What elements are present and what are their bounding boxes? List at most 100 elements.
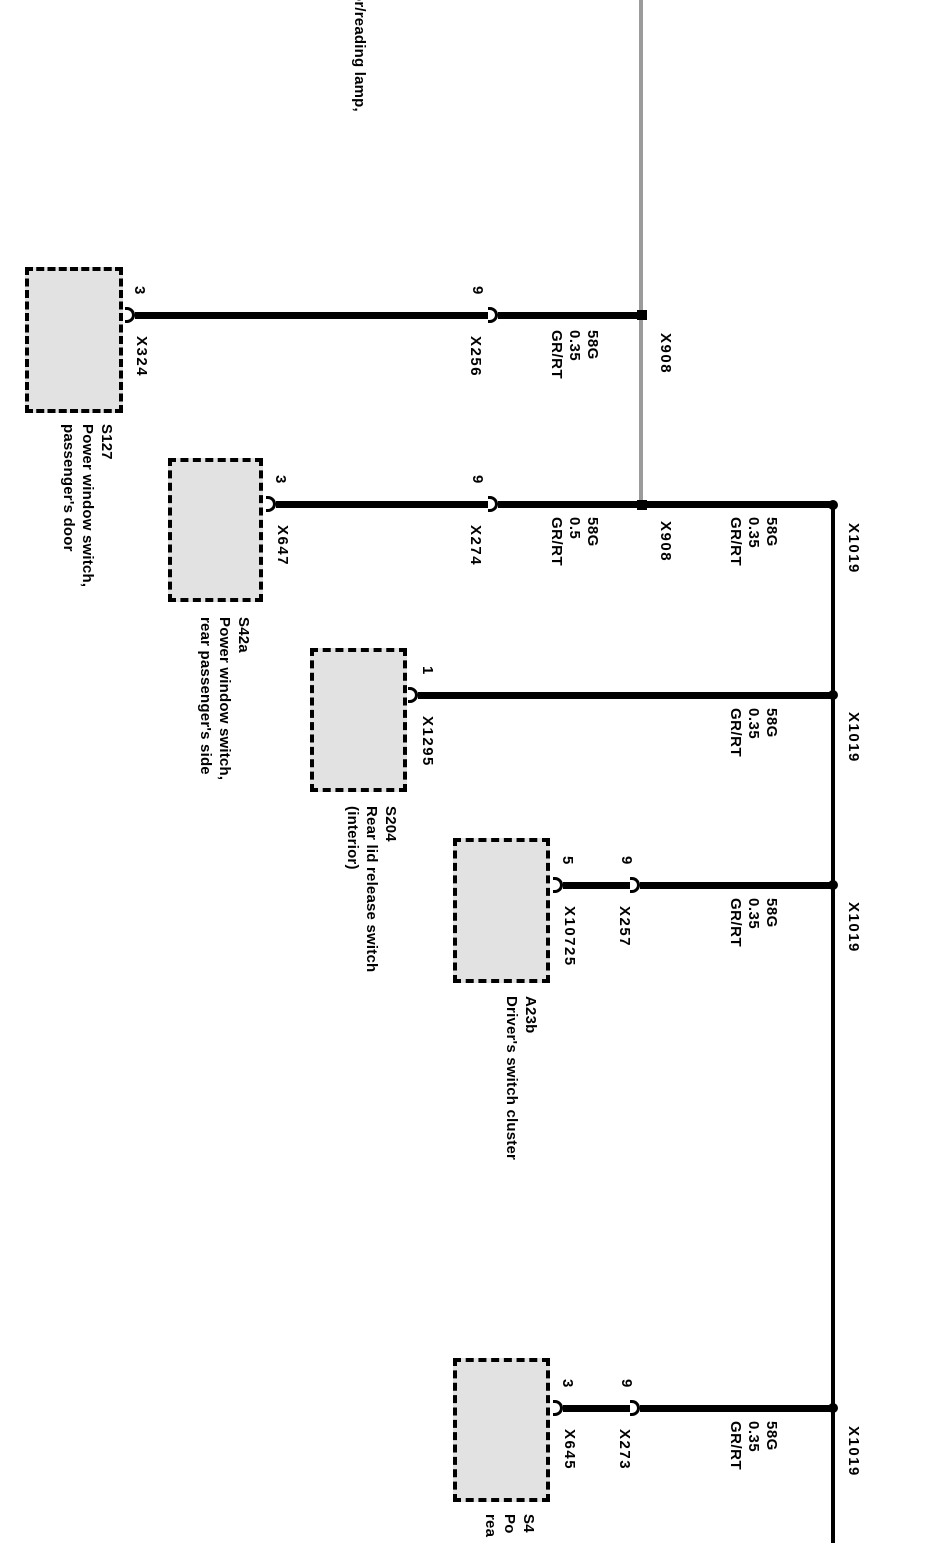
wire-spec-label: 58G 0.35 GR/RT xyxy=(726,708,780,757)
junction-dot xyxy=(828,1403,838,1413)
component-label-s4: S4 Po rea xyxy=(481,1514,538,1537)
wire-gauge: 58G xyxy=(584,517,601,547)
component-desc: Driver's switch cluster xyxy=(503,996,520,1161)
pin-number: 9 xyxy=(469,286,486,295)
wire-gauge: 58G xyxy=(763,898,780,928)
pin-number: 3 xyxy=(272,475,289,484)
connector-symbol-x256 xyxy=(488,307,498,323)
wire-row5-left xyxy=(563,1405,630,1412)
junction-dot xyxy=(828,880,838,890)
pin-number: 9 xyxy=(469,475,486,484)
connector-symbol-x1295 xyxy=(408,687,418,703)
component-desc: passenger's door xyxy=(60,424,77,552)
component-id: S42a xyxy=(235,617,252,653)
wire-row4-left xyxy=(563,882,630,889)
connector-label-x647: X647 xyxy=(274,525,291,567)
pin-number: 9 xyxy=(618,856,635,865)
wire-gauge: 58G xyxy=(763,1421,780,1451)
wire-row3 xyxy=(418,692,835,699)
pin-number: 9 xyxy=(618,1379,635,1388)
component-desc: Po xyxy=(501,1514,518,1534)
wire-color: GR/RT xyxy=(548,517,565,567)
wire-color: GR/RT xyxy=(727,517,744,567)
junction-dot xyxy=(828,690,838,700)
gray-bus-wire-x908 xyxy=(639,0,643,507)
component-desc: Power window switch, xyxy=(216,617,233,781)
component-label-s127: S127 Power window switch, passenger's do… xyxy=(59,424,116,587)
wire-color: GR/RT xyxy=(548,330,565,380)
component-desc: rear passenger's side xyxy=(197,617,214,775)
wire-spec-label: 58G 0.35 GR/RT xyxy=(726,1421,780,1470)
wire-row1-right xyxy=(498,312,642,319)
wire-gauge: 58G xyxy=(763,708,780,738)
connector-label-x645: X645 xyxy=(561,1429,578,1471)
bus-label-x1019: X1019 xyxy=(845,902,862,953)
wire-size: 0.35 xyxy=(745,517,762,549)
pin-number: 5 xyxy=(559,856,576,865)
junction-dot xyxy=(637,500,647,510)
wire-size: 0.35 xyxy=(566,330,583,362)
component-box-s42a xyxy=(168,458,263,602)
wire-size: 0.35 xyxy=(745,1421,762,1453)
wire-row1-left xyxy=(135,312,488,319)
component-desc: (interior) xyxy=(344,806,361,870)
connector-symbol-x647 xyxy=(266,496,276,512)
connector-symbol-x273 xyxy=(630,1400,640,1416)
connector-label-x1295: X1295 xyxy=(419,716,436,767)
bus-label-x1019: X1019 xyxy=(845,712,862,763)
wire-row2-left xyxy=(276,501,488,508)
component-desc: Rear lid release switch xyxy=(363,806,380,973)
component-desc: rea xyxy=(482,1514,499,1538)
wire-spec-label: 58G 0.35 GR/RT xyxy=(726,898,780,947)
component-label-s42a: S42a Power window switch, rear passenger… xyxy=(196,617,253,780)
wire-row5-right xyxy=(640,1405,835,1412)
connector-symbol-x10725 xyxy=(553,877,563,893)
wire-size: 0.35 xyxy=(745,898,762,930)
wire-row2-right xyxy=(498,501,835,508)
connector-symbol-x645 xyxy=(553,1400,563,1416)
component-label-s204: S204 Rear lid release switch (interior) xyxy=(343,806,400,972)
wire-spec-label: 58G 0.35 GR/RT xyxy=(726,517,780,566)
wire-size: 0.5 xyxy=(566,517,583,540)
component-box-s4 xyxy=(453,1358,550,1502)
top-text-fragment: or/reading lamp, xyxy=(351,0,368,112)
connector-label-x274: X274 xyxy=(467,525,484,567)
connector-label-x10725: X10725 xyxy=(561,906,578,967)
connector-symbol-x324 xyxy=(125,307,135,323)
component-id: A23b xyxy=(522,996,539,1034)
connector-label-x256: X256 xyxy=(467,336,484,378)
wire-size: 0.35 xyxy=(745,708,762,740)
component-box-s127 xyxy=(25,267,123,413)
wire-gauge: 58G xyxy=(763,517,780,547)
bus-label-x1019: X1019 xyxy=(845,1426,862,1477)
black-bus-wire-x1019 xyxy=(831,502,835,1543)
wire-color: GR/RT xyxy=(727,1421,744,1471)
bus-label-x1019: X1019 xyxy=(845,523,862,574)
component-id: S127 xyxy=(98,424,115,460)
wire-spec-label: 58G 0.35 GR/RT xyxy=(547,330,601,379)
junction-dot xyxy=(828,500,838,510)
wire-color: GR/RT xyxy=(727,708,744,758)
connector-symbol-x274 xyxy=(488,496,498,512)
component-id: S204 xyxy=(382,806,399,842)
wire-color: GR/RT xyxy=(727,898,744,948)
component-desc: Power window switch, xyxy=(79,424,96,588)
pin-number: 3 xyxy=(131,286,148,295)
bus-label-x908: X908 xyxy=(657,333,674,375)
connector-label-x273: X273 xyxy=(616,1429,633,1471)
wire-spec-label: 58G 0.5 GR/RT xyxy=(547,517,601,566)
wire-row4-right xyxy=(640,882,835,889)
component-id: S4 xyxy=(520,1514,537,1533)
pin-number: 1 xyxy=(419,666,436,675)
connector-symbol-x257 xyxy=(630,877,640,893)
component-box-s204 xyxy=(310,648,407,792)
component-label-a23b: A23b Driver's switch cluster xyxy=(502,996,540,1160)
component-box-a23b xyxy=(453,838,550,983)
junction-dot xyxy=(637,310,647,320)
pin-number: 3 xyxy=(559,1379,576,1388)
connector-label-x257: X257 xyxy=(616,906,633,948)
wire-gauge: 58G xyxy=(584,330,601,360)
connector-label-x324: X324 xyxy=(133,336,150,378)
bus-label-x908: X908 xyxy=(657,521,674,563)
